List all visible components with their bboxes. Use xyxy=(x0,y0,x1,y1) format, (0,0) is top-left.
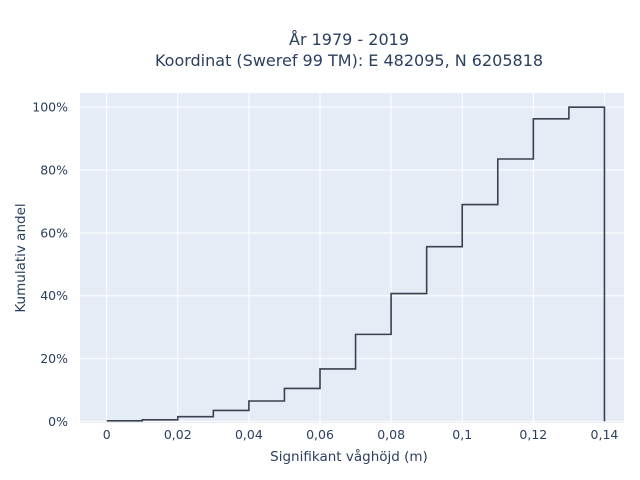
x-tick-label: 0,1 xyxy=(452,427,472,442)
y-gridlines xyxy=(80,106,624,422)
cumulative-step-line xyxy=(106,106,606,422)
x-tick-label: 0,14 xyxy=(591,427,619,442)
y-axis-label: Kumulativ andel xyxy=(13,203,29,312)
x-axis-label: Signifikant våghöjd (m) xyxy=(270,448,428,465)
series-group xyxy=(106,106,606,422)
x-tick-label: 0,08 xyxy=(377,427,405,442)
chart-title-line-1: År 1979 - 2019 xyxy=(289,30,409,49)
chart-title: År 1979 - 2019 Koordinat (Sweref 99 TM):… xyxy=(155,30,543,70)
x-tick-label: 0,06 xyxy=(306,427,334,442)
x-tick-label: 0,04 xyxy=(235,427,263,442)
y-tick-label: 100% xyxy=(32,100,68,115)
y-axis-ticks: 0% 20% 40% 60% 80% 100% xyxy=(32,100,68,429)
x-axis-ticks: 0 0,02 0,04 0,06 0,08 0,1 0,12 0,14 xyxy=(103,427,619,442)
x-tick-label: 0 xyxy=(103,427,111,442)
y-tick-label: 60% xyxy=(40,225,68,240)
y-tick-label: 80% xyxy=(40,163,68,178)
y-tick-label: 20% xyxy=(40,351,68,366)
y-tick-label: 40% xyxy=(40,288,68,303)
x-tick-label: 0,02 xyxy=(164,427,192,442)
y-tick-label: 0% xyxy=(48,414,68,429)
plot-area xyxy=(80,93,624,423)
x-tick-label: 0,12 xyxy=(519,427,547,442)
chart-title-line-2: Koordinat (Sweref 99 TM): E 482095, N 62… xyxy=(155,51,543,70)
